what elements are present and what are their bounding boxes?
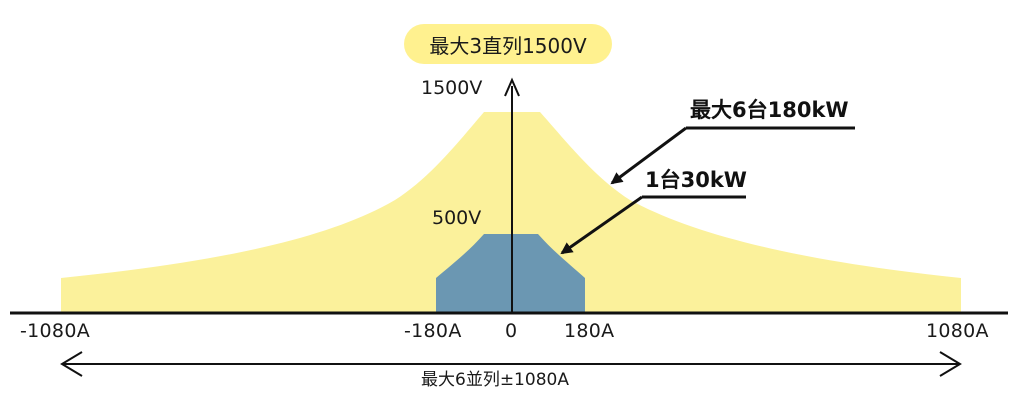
y-axis-arrowhead xyxy=(504,77,520,97)
x-tick-zero: 0 xyxy=(505,320,518,342)
max-units-leader-line xyxy=(610,126,687,185)
x-tick-neg1080: -1080A xyxy=(20,320,91,342)
single-unit-region xyxy=(436,234,585,312)
max-units-annotation: 最大6台180kW xyxy=(690,98,849,122)
x-tick-pos1080: 1080A xyxy=(926,320,989,342)
max-series-voltage-label: 最大3直列1500V xyxy=(429,33,587,58)
max-series-voltage-badge: 最大3直列1500V xyxy=(404,24,612,64)
y-tick-1500v: 1500V xyxy=(421,77,483,99)
x-tick-neg180: -180A xyxy=(404,320,462,342)
bottom-range-arrow-right-head xyxy=(939,351,962,377)
single-unit-leader-line xyxy=(560,195,643,255)
y-tick-500v: 500V xyxy=(432,207,482,229)
bottom-range-arrow-left-head xyxy=(60,351,83,377)
single-unit-annotation: 1台30kW xyxy=(645,168,747,192)
x-tick-pos180: 180A xyxy=(564,320,615,342)
max-parallel-current-label: 最大6並列±1080A xyxy=(421,370,569,390)
